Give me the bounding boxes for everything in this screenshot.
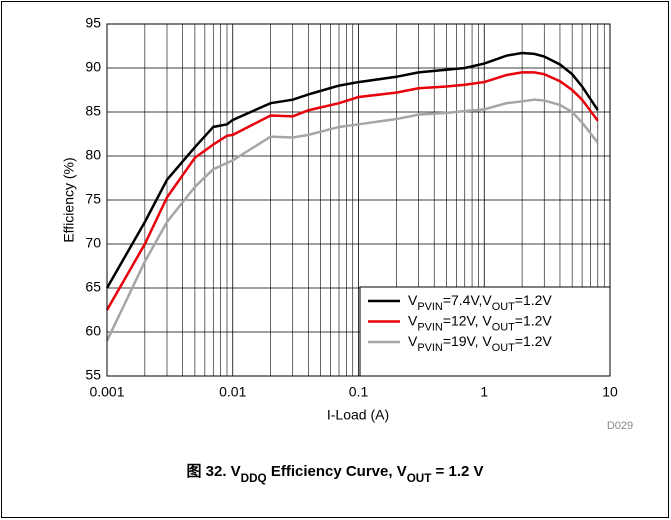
y-tick-label: 85 <box>85 103 101 119</box>
legend-label: VPVIN=12V, VOUT=1.2V <box>408 312 552 333</box>
annotation: D029 <box>607 420 633 432</box>
legend-label: VPVIN=7.4V,VOUT=1.2V <box>408 292 552 313</box>
x-tick-label: 0.1 <box>349 384 369 400</box>
y-tick-label: 55 <box>85 367 101 383</box>
series-line <box>105 71 599 311</box>
y-tick-label: 60 <box>85 323 101 339</box>
caption: 图 32. VDDQ Efficiency Curve, VOUT = 1.2 … <box>186 463 483 485</box>
x-axis-label: I-Load (A) <box>327 407 389 423</box>
y-axis-label: Efficiency (%) <box>61 157 77 242</box>
y-tick-label: 90 <box>85 59 101 75</box>
x-tick-label: 0.001 <box>89 384 124 400</box>
y-tick-label: 95 <box>85 15 101 31</box>
legend <box>359 286 611 377</box>
y-tick-label: 75 <box>85 191 101 207</box>
plot-border <box>106 23 611 377</box>
series-line <box>105 98 599 342</box>
y-tick-label: 70 <box>85 235 101 251</box>
legend-label: VPVIN=19V, VOUT=1.2V <box>408 333 552 354</box>
x-tick-label: 10 <box>602 384 618 400</box>
x-tick-label: 0.01 <box>219 384 246 400</box>
y-tick-label: 65 <box>85 279 101 295</box>
y-tick-label: 80 <box>85 147 101 163</box>
x-tick-label: 1 <box>480 384 488 400</box>
series-line <box>105 51 599 289</box>
